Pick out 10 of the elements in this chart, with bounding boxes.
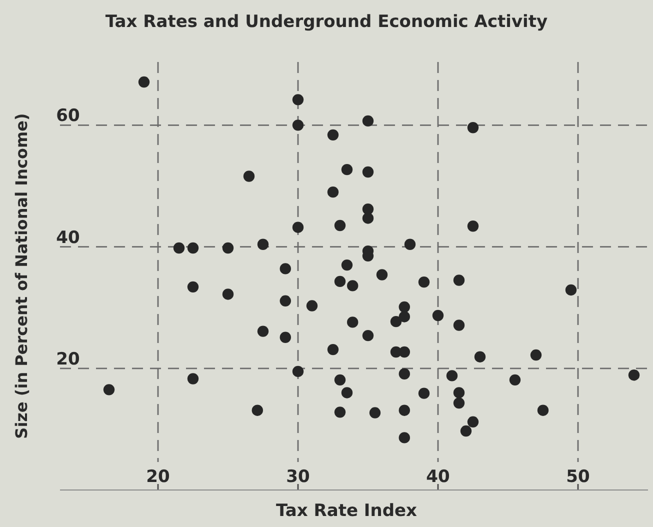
y-tick-label: 20 <box>56 349 80 370</box>
y-tick-label: 40 <box>56 228 80 248</box>
x-tick-label: 20 <box>146 467 170 487</box>
x-axis-title: Tax Rate Index <box>276 501 418 521</box>
chart-title: Tax Rates and Underground Economic Activity <box>105 12 548 32</box>
x-tick-label: 50 <box>566 467 590 487</box>
y-axis-title: Size (in Percent of National Income) <box>12 113 31 439</box>
x-tick-label: 40 <box>426 467 450 487</box>
x-tick-label: 30 <box>286 467 310 487</box>
y-tick-label: 60 <box>56 106 80 126</box>
